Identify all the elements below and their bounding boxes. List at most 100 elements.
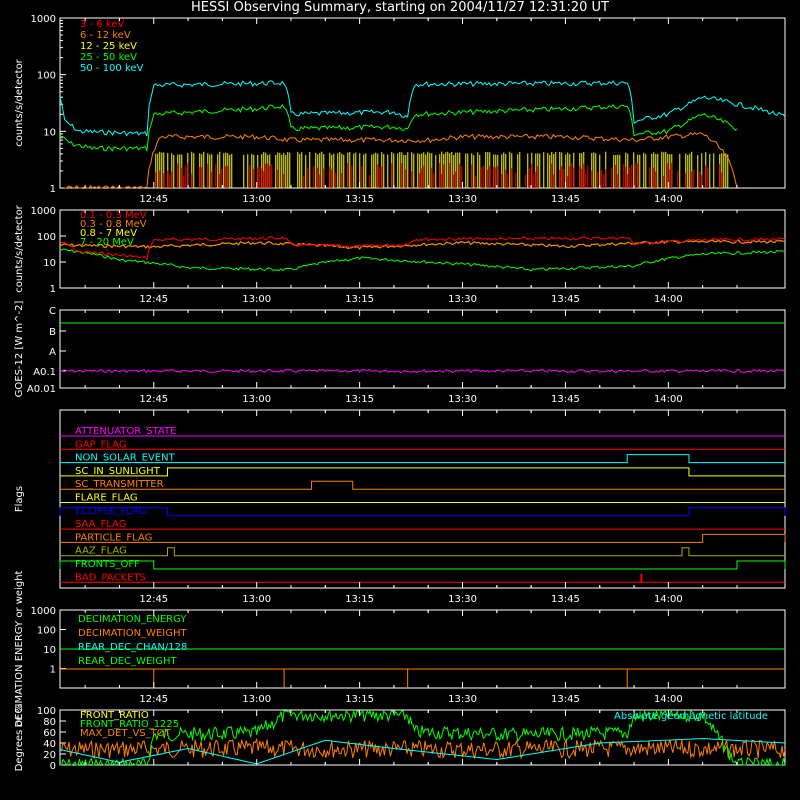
flag-flare-flag-label: FLARE_FLAG	[75, 493, 138, 504]
y-tick-label-6-4: 80	[43, 717, 56, 728]
series-line-6-12kev	[64, 131, 738, 189]
y-tick-label-3-2: A	[49, 347, 56, 358]
legend-5-0: DECIMATION_ENERGY	[78, 614, 187, 625]
x-tick-label-3-2: 13:15	[345, 394, 374, 405]
y-tick-label-2-2: 100	[37, 232, 56, 243]
panel-3-frame	[59, 309, 786, 389]
x-tick-label-2-5: 14:00	[654, 294, 683, 305]
x-tick-label-1-0: 12:45	[139, 194, 168, 205]
y-tick-label-1-0: 1	[50, 184, 56, 195]
series-12-25-kev-bars	[155, 151, 729, 188]
flag-sc-in-sunlight-label: SC_IN_SUNLIGHT	[75, 466, 161, 477]
x-tick-label-5-1: 13:00	[242, 694, 271, 705]
series-line-25-50kev	[59, 103, 738, 153]
flag-bad-packets-line	[60, 573, 785, 583]
x-tick-label-1-3: 13:30	[448, 194, 477, 205]
legend-6-0: FRONT_RATIO	[80, 710, 149, 721]
x-tick-label-5-3: 13:30	[448, 694, 477, 705]
y-tick-label-3-3: B	[49, 327, 56, 338]
x-tick-label-2-1: 13:00	[242, 294, 271, 305]
legend-1-0: 3 - 6 keV	[80, 19, 124, 30]
legend-2-1: 0.3 - 0.8 MeV	[80, 219, 147, 230]
y-tick-label-3-0: A0.01	[27, 384, 56, 395]
x-tick-label-2-0: 12:45	[139, 294, 168, 305]
flag-sc-transmitter-label: SC_TRANSMITTER	[75, 479, 164, 490]
x-tick-label-3-3: 13:30	[448, 394, 477, 405]
legend-2-3: 7 - 20 MeV	[80, 237, 134, 248]
legend-1-3: 25 - 50 keV	[80, 52, 137, 63]
legend-5-2: REAR_DEC_CHAN/128	[78, 642, 187, 653]
y-axis-label-5: DECIMATION ENERGY or weight	[14, 570, 25, 727]
legend-1-1: 6 - 12 keV	[80, 30, 131, 41]
panel-2-frame	[59, 209, 786, 289]
flag-saa-flag-label: SAA_FLAG	[75, 519, 126, 530]
legend-5-1: DECIMATION_WEIGHT	[78, 628, 187, 639]
x-tick-label-5-0: 12:45	[139, 694, 168, 705]
series-line-max-det-vs-tot	[59, 737, 786, 760]
x-tick-label-4-4: 13:45	[551, 594, 580, 605]
x-tick-label-4-0: 12:45	[139, 594, 168, 605]
y-tick-label-5-3: 1000	[31, 606, 56, 617]
flag-bad-packets-label: BAD_PACKETS	[75, 572, 146, 583]
flag-particle-flag-line	[60, 533, 786, 543]
flag-attenuator-state-label: ATTENUATOR_STATE	[75, 426, 176, 437]
x-tick-label-1-5: 14:00	[654, 194, 683, 205]
x-tick-label-3-1: 13:00	[242, 394, 271, 405]
series-line-7-20mev	[59, 248, 786, 272]
x-tick-label-4-3: 13:30	[448, 594, 477, 605]
y-tick-label-5-0: 1	[50, 665, 56, 676]
y-tick-label-2-0: 1	[50, 284, 56, 295]
y-tick-label-1-3: 1000	[31, 14, 56, 25]
panel-4-frame	[59, 409, 786, 589]
x-tick-label-5-2: 13:15	[345, 694, 374, 705]
y-axis-label-2: counts/s/detector	[14, 204, 25, 292]
flag-non-solar-event-label: NON_SOLAR_EVENT	[75, 453, 176, 464]
y-tick-label-2-1: 10	[43, 258, 56, 269]
x-tick-label-3-0: 12:45	[139, 394, 168, 405]
series-line-03-08mev	[59, 239, 786, 250]
y-tick-label-3-4: C	[49, 306, 56, 317]
panel-1-frame	[59, 17, 786, 189]
x-tick-label-3-4: 13:45	[551, 394, 580, 405]
y-tick-label-6-2: 40	[43, 739, 56, 750]
series-line-geomagnetic-latitude	[59, 738, 786, 765]
series-line-50-100kev	[59, 80, 786, 137]
x-tick-label-1-2: 13:15	[345, 194, 374, 205]
series-line-01-03mev	[59, 236, 786, 261]
y-tick-label-1-1: 10	[43, 127, 56, 138]
flag-gap-flag-label: GAP_FLAG	[75, 439, 127, 450]
x-tick-label-5-5: 14:00	[654, 694, 683, 705]
chart-title: HESSI Observing Summary, starting on 200…	[191, 0, 609, 15]
y-tick-label-5-2: 100	[37, 626, 56, 637]
series-line-decimation-weight	[60, 668, 785, 688]
x-tick-label-1-1: 13:00	[242, 194, 271, 205]
series-line-goes	[59, 368, 786, 374]
y-tick-label-6-5: 100	[37, 706, 56, 717]
y-tick-label-1-2: 100	[37, 71, 56, 82]
y-axis-label-6: Degrees or %	[14, 704, 25, 772]
flag-sc-in-sunlight-line	[60, 467, 785, 477]
flag-particle-flag-label: PARTICLE_FLAG	[75, 532, 152, 543]
x-tick-label-4-2: 13:15	[345, 594, 374, 605]
series-line-front-ratio-1225	[59, 709, 786, 767]
legend-5-3: REAR_DEC_WEIGHT	[78, 656, 177, 667]
y-tick-label-3-1: A0.1	[33, 367, 56, 378]
annotation-geomagnetic-latitude: Absolute geomagnetic latitude	[614, 711, 768, 722]
legend-1-2: 12 - 25 keV	[80, 41, 137, 52]
x-tick-label-3-5: 14:00	[654, 394, 683, 405]
legend-6-1: FRONT_RATIO_1225	[80, 719, 179, 730]
flag-eclipse-flag-line	[59, 507, 786, 517]
y-tick-label-2-3: 1000	[31, 206, 56, 217]
flag-eclipse-flag-label: ECLIPSE_FLAG	[75, 506, 146, 517]
legend-2-0: 0.1 - 0.3 MeV	[80, 210, 147, 221]
panel-6-frame	[59, 709, 786, 766]
x-tick-label-1-4: 13:45	[551, 194, 580, 205]
flag-aaz-flag-line	[60, 547, 785, 557]
legend-1-4: 50 - 100 keV	[80, 63, 144, 74]
x-tick-label-4-5: 14:00	[654, 594, 683, 605]
flag-non-solar-event-line	[60, 454, 785, 464]
legend-2-2: 0.8 - 7 MeV	[80, 228, 137, 239]
y-tick-label-6-3: 60	[43, 728, 56, 739]
flag-aaz-flag-label: AAZ_FLAG	[75, 546, 127, 557]
